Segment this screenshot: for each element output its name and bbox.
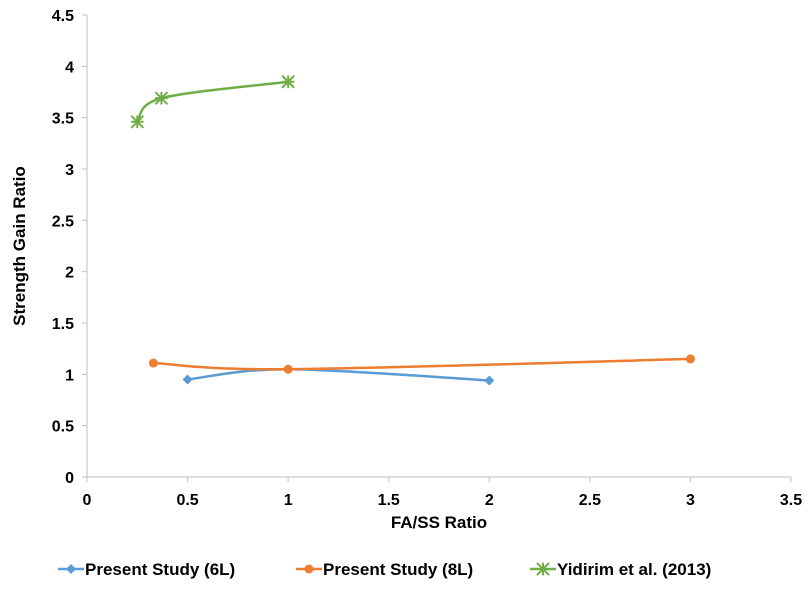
legend-item: Present Study (8L) bbox=[296, 560, 473, 579]
data-point bbox=[154, 91, 168, 105]
y-tick-label: 2 bbox=[65, 265, 74, 282]
legend-label: Yidirim et al. (2013) bbox=[557, 560, 711, 579]
series-line bbox=[153, 357, 691, 371]
legend-item: Present Study (6L) bbox=[58, 560, 235, 579]
y-tick-label: 3 bbox=[65, 162, 74, 179]
y-axis-title: Strength Gain Ratio bbox=[10, 166, 29, 326]
series-line bbox=[136, 80, 289, 123]
x-tick-label: 1.5 bbox=[378, 492, 400, 509]
x-tick-label: 0.5 bbox=[176, 492, 198, 509]
x-axis-title: FA/SS Ratio bbox=[391, 513, 487, 532]
y-tick-label: 0.5 bbox=[52, 419, 74, 436]
legend-label: Present Study (8L) bbox=[323, 560, 473, 579]
axes bbox=[82, 14, 792, 482]
series-line bbox=[187, 367, 490, 382]
y-tick-label: 4 bbox=[65, 59, 74, 76]
x-tick-label: 2 bbox=[485, 492, 494, 509]
x-tick-label: 3.5 bbox=[780, 492, 802, 509]
x-tick-label: 3 bbox=[686, 492, 695, 509]
data-point bbox=[281, 75, 295, 89]
legend-swatch-marker bbox=[536, 562, 550, 576]
y-tick-labels: 0 0.5 1 1.5 2 2.5 3 3.5 4 4.5 bbox=[52, 8, 74, 487]
y-tick-label: 0 bbox=[65, 470, 74, 487]
x-tick-label: 0 bbox=[83, 492, 92, 509]
data-point bbox=[148, 358, 158, 368]
y-tick-label: 4.5 bbox=[52, 8, 74, 25]
data-point bbox=[685, 354, 695, 364]
series-3 bbox=[130, 75, 295, 129]
legend-swatch-marker bbox=[66, 564, 76, 574]
y-tick-label: 1.5 bbox=[52, 316, 74, 333]
y-tick-label: 2.5 bbox=[52, 213, 74, 230]
data-point bbox=[182, 374, 193, 385]
data-point bbox=[130, 115, 144, 129]
series-2 bbox=[148, 354, 695, 374]
legend-swatch-marker bbox=[304, 564, 314, 574]
series-layer bbox=[130, 75, 695, 386]
y-tick-label: 1 bbox=[65, 367, 74, 384]
legend-item: Yidirim et al. (2013) bbox=[530, 560, 711, 579]
data-point bbox=[283, 364, 293, 374]
y-tick-label: 3.5 bbox=[52, 111, 74, 128]
data-point bbox=[484, 375, 495, 386]
legend-label: Present Study (6L) bbox=[85, 560, 235, 579]
legend: Present Study (6L) Present Study (8L) Yidi… bbox=[58, 560, 711, 579]
x-tick-labels: 0 0.5 1 1.5 2 2.5 3 3.5 bbox=[83, 492, 803, 509]
x-tick-label: 1 bbox=[284, 492, 293, 509]
x-tick-label: 2.5 bbox=[579, 492, 601, 509]
